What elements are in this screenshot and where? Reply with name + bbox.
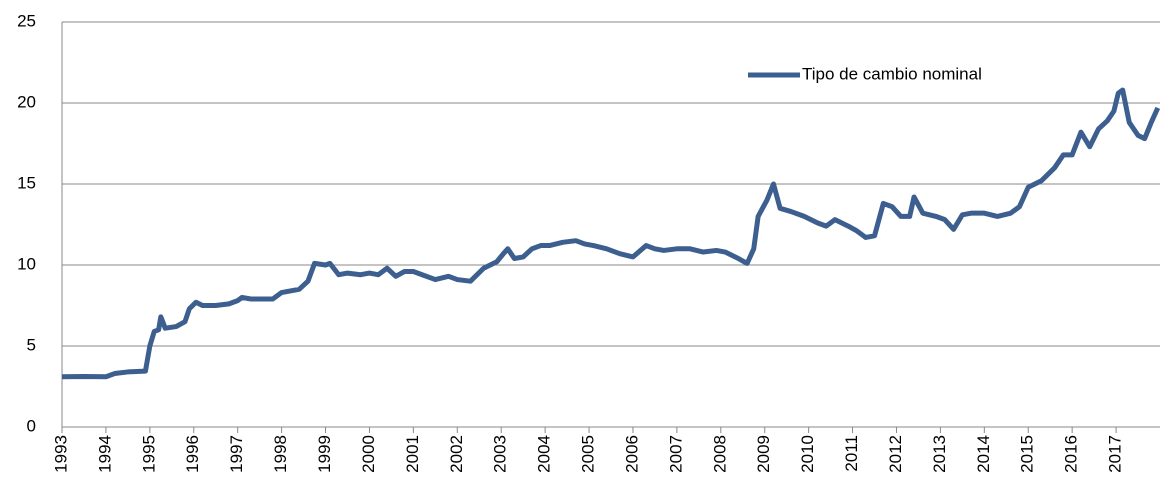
- x-tick-label: 2003: [491, 435, 510, 473]
- y-tick-label: 0: [27, 416, 36, 435]
- legend-label: Tipo de cambio nominal: [802, 64, 982, 83]
- x-tick-label: 2012: [886, 435, 905, 473]
- x-tick-label: 2014: [974, 435, 993, 473]
- y-tick-label: 5: [27, 335, 36, 354]
- x-tick-label: 2010: [798, 435, 817, 473]
- x-tick-label: 2017: [1106, 435, 1125, 473]
- x-tick-label: 2005: [579, 435, 598, 473]
- x-tick-label: 2006: [622, 435, 641, 473]
- x-tick-label: 1993: [51, 435, 70, 473]
- x-tick-label: 1994: [95, 435, 114, 473]
- x-tick-label: 2016: [1062, 435, 1081, 473]
- x-tick-label: 2008: [710, 435, 729, 473]
- x-tick-label: 2013: [930, 435, 949, 473]
- x-tick-label: 2002: [447, 435, 466, 473]
- x-tick-label: 2007: [666, 435, 685, 473]
- x-tick-label: 1997: [227, 435, 246, 473]
- y-tick-label: 10: [17, 254, 36, 273]
- x-tick-label: 2000: [359, 435, 378, 473]
- y-tick-label: 15: [17, 173, 36, 192]
- x-tick-label: 2001: [403, 435, 422, 473]
- x-tick-label: 1995: [139, 435, 158, 473]
- x-tick-label: 2011: [842, 435, 861, 472]
- x-tick-label: 1998: [271, 435, 290, 473]
- series-line: [61, 87, 1161, 380]
- x-tick-label: 1999: [315, 435, 334, 473]
- y-tick-label: 20: [17, 92, 36, 111]
- x-tick-label: 2004: [535, 435, 554, 473]
- x-tick-label: 2009: [754, 435, 773, 473]
- x-tick-label: 1996: [183, 435, 202, 473]
- x-tick-label: 2015: [1018, 435, 1037, 473]
- y-tick-label: 25: [17, 11, 36, 30]
